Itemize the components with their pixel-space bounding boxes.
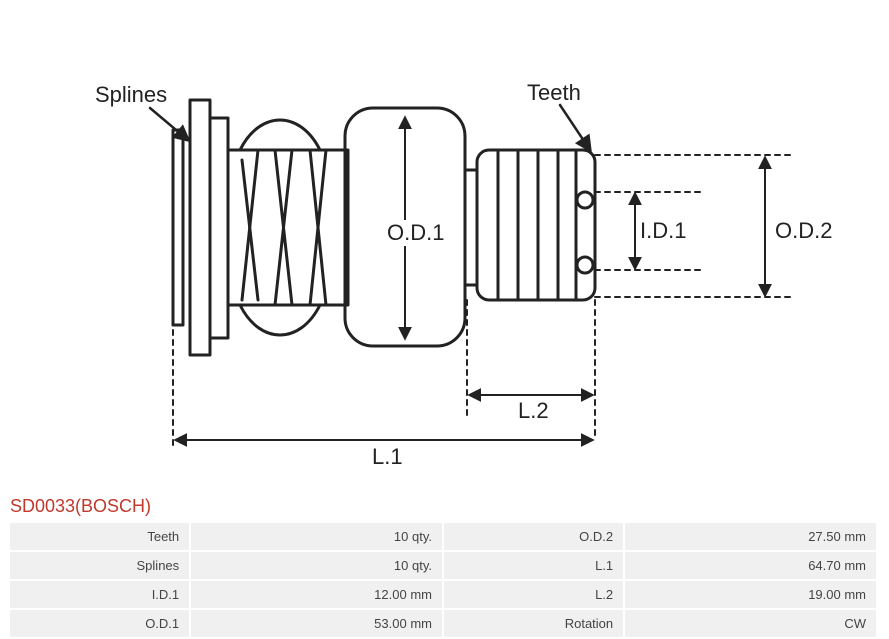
spec-key: Rotation <box>444 610 623 637</box>
spec-key: O.D.2 <box>444 523 623 550</box>
table-row: Teeth 10 qty. O.D.2 27.50 mm <box>10 523 876 550</box>
spec-value: 19.00 mm <box>625 581 876 608</box>
label-l2: L.2 <box>518 398 549 424</box>
label-splines: Splines <box>95 82 167 108</box>
spec-value: 10 qty. <box>191 523 442 550</box>
spec-key: Splines <box>10 552 189 579</box>
spec-key: L.2 <box>444 581 623 608</box>
spec-table: Teeth 10 qty. O.D.2 27.50 mm Splines 10 … <box>8 521 878 639</box>
spec-value: 10 qty. <box>191 552 442 579</box>
spec-value: CW <box>625 610 876 637</box>
label-teeth: Teeth <box>527 80 581 106</box>
spec-key: Teeth <box>10 523 189 550</box>
label-od2: O.D.2 <box>775 218 832 244</box>
spec-key: I.D.1 <box>10 581 189 608</box>
technical-diagram: Splines Teeth O.D.1 I.D.1 O.D.2 L.2 L.1 <box>0 0 889 490</box>
table-row: Splines 10 qty. L.1 64.70 mm <box>10 552 876 579</box>
spec-key: L.1 <box>444 552 623 579</box>
spec-value: 53.00 mm <box>191 610 442 637</box>
part-title: SD0033(BOSCH) <box>0 490 889 521</box>
spec-value: 27.50 mm <box>625 523 876 550</box>
spec-key: O.D.1 <box>10 610 189 637</box>
label-od1: O.D.1 <box>385 220 446 246</box>
spec-value: 64.70 mm <box>625 552 876 579</box>
table-row: O.D.1 53.00 mm Rotation CW <box>10 610 876 637</box>
label-l1: L.1 <box>372 444 403 470</box>
table-row: I.D.1 12.00 mm L.2 19.00 mm <box>10 581 876 608</box>
spec-value: 12.00 mm <box>191 581 442 608</box>
label-id1: I.D.1 <box>640 218 686 244</box>
